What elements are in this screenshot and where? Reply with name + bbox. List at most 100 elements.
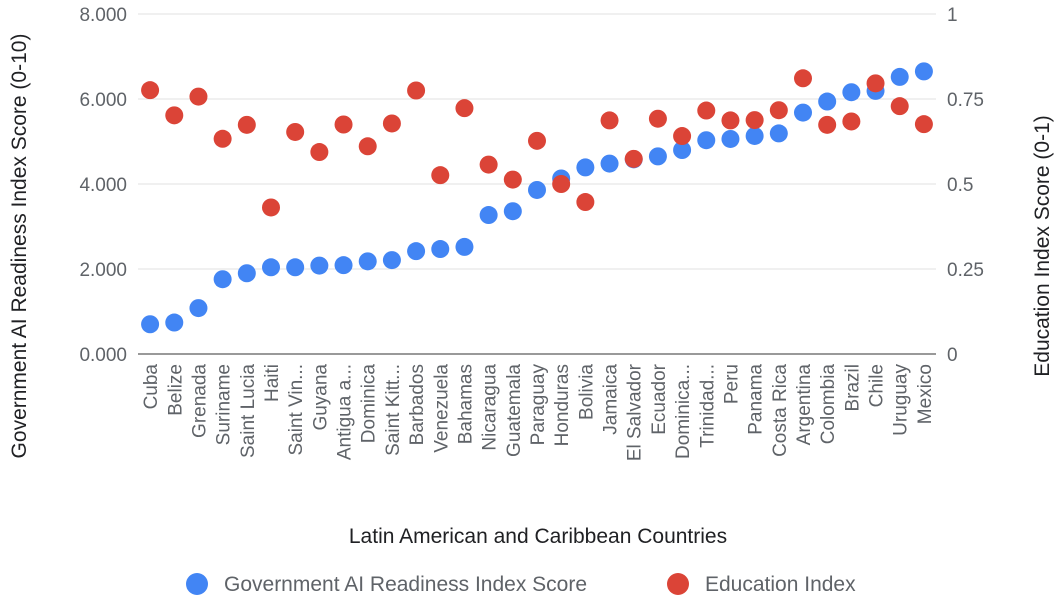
right-tick-label: 0.25 bbox=[947, 260, 984, 281]
ai-readiness-point bbox=[794, 103, 812, 122]
education-index-point bbox=[334, 115, 353, 134]
x-tick-label: Guatemala bbox=[504, 364, 525, 457]
ai-readiness-point bbox=[213, 270, 232, 289]
ai-readiness-point bbox=[818, 92, 837, 111]
x-tick-label: Cuba bbox=[141, 364, 162, 410]
x-tick-label: Ecuador bbox=[649, 363, 670, 434]
x-tick-label: Chile bbox=[867, 364, 888, 407]
legend-marker-ai-readiness bbox=[186, 573, 208, 595]
x-tick-label: Antigua a... bbox=[335, 364, 356, 460]
education-index-point bbox=[552, 175, 571, 193]
right-tick-label: 1 bbox=[947, 5, 958, 26]
x-tick-label: Grenada bbox=[189, 364, 210, 438]
x-tick-label: Mexico bbox=[915, 364, 936, 424]
education-index-point bbox=[213, 129, 232, 148]
education-index-point bbox=[697, 101, 716, 120]
x-tick-label: Haiti bbox=[262, 364, 283, 402]
ai-readiness-point bbox=[455, 237, 474, 256]
ai-readiness-point bbox=[479, 206, 498, 225]
education-index-point bbox=[262, 198, 280, 217]
right-axis-ticks: 0 0.25 0.5 0.75 1 bbox=[947, 5, 984, 366]
education-index-point bbox=[358, 137, 377, 156]
x-tick-label: Dominica bbox=[359, 364, 380, 444]
education-index-point bbox=[673, 127, 692, 146]
education-index-point bbox=[237, 115, 256, 134]
education-index-point bbox=[890, 97, 909, 116]
ai-readiness-point bbox=[673, 141, 692, 159]
education-index-point bbox=[431, 166, 450, 185]
ai-readiness-point bbox=[189, 299, 208, 318]
data-points bbox=[141, 62, 933, 334]
education-index-point bbox=[189, 87, 208, 106]
x-tick-label: Jamaica bbox=[601, 364, 622, 435]
x-tick-label: Barbados bbox=[407, 364, 428, 445]
ai-readiness-point bbox=[576, 158, 595, 177]
education-index-point bbox=[141, 81, 160, 100]
ai-readiness-point bbox=[745, 126, 764, 145]
education-index-point bbox=[721, 111, 740, 130]
y-axis-right-title: Education Index Score (0-1) bbox=[1031, 115, 1054, 376]
education-index-point bbox=[576, 193, 595, 212]
education-index-point bbox=[310, 143, 329, 162]
left-tick-label: 2.000 bbox=[79, 260, 127, 281]
x-tick-label: Venezuela bbox=[431, 364, 452, 453]
education-index-point bbox=[600, 111, 619, 130]
education-index-point bbox=[479, 155, 498, 174]
education-index-point bbox=[866, 74, 885, 93]
education-index-point bbox=[503, 170, 522, 189]
x-tick-label: Nicaragua bbox=[480, 364, 501, 451]
legend-label-education-index: Education Index bbox=[705, 573, 856, 596]
left-axis-ticks: 0.000 2.000 4.000 6.000 8.000 bbox=[79, 5, 127, 366]
ai-readiness-point bbox=[431, 240, 450, 259]
x-tick-label: Costa Rica bbox=[770, 364, 791, 457]
right-tick-label: 0.5 bbox=[947, 175, 973, 196]
right-tick-label: 0 bbox=[947, 345, 958, 366]
x-tick-label: Bolivia bbox=[576, 364, 597, 420]
ai-readiness-point bbox=[334, 256, 353, 275]
ai-readiness-point bbox=[407, 242, 426, 261]
left-tick-label: 4.000 bbox=[79, 175, 127, 196]
left-tick-label: 0.000 bbox=[79, 345, 127, 366]
x-axis-title: Latin American and Caribbean Countries bbox=[349, 525, 727, 548]
x-tick-label: Panama bbox=[746, 364, 767, 435]
x-tick-label: Saint Lucia bbox=[238, 364, 259, 458]
ai-readiness-point bbox=[503, 202, 522, 221]
education-index-point bbox=[794, 69, 812, 88]
ai-readiness-point bbox=[528, 180, 546, 199]
ai-readiness-point bbox=[165, 313, 184, 332]
ai-readiness-point bbox=[721, 129, 740, 148]
legend-label-ai-readiness: Government AI Readiness Index Score bbox=[224, 573, 587, 596]
ai-readiness-point bbox=[648, 147, 667, 166]
education-index-point bbox=[648, 109, 667, 128]
x-tick-label: Saint Vin... bbox=[286, 364, 307, 456]
x-tick-label: Peru bbox=[721, 364, 742, 404]
ai-readiness-point bbox=[237, 264, 256, 283]
education-index-point bbox=[382, 114, 401, 133]
education-index-point bbox=[818, 115, 837, 134]
ai-readiness-point bbox=[914, 62, 933, 81]
ai-readiness-point bbox=[382, 251, 401, 270]
ai-readiness-point bbox=[890, 67, 909, 86]
education-index-point bbox=[286, 122, 305, 141]
ai-readiness-point bbox=[842, 83, 861, 102]
ai-readiness-point bbox=[358, 252, 377, 271]
education-index-point bbox=[624, 149, 643, 168]
education-index-point bbox=[842, 112, 861, 131]
x-axis-ticks: Cuba Belize Grenada Suriname Saint Lucia Hait… bbox=[141, 363, 936, 461]
education-index-point bbox=[745, 111, 764, 130]
right-tick-label: 0.75 bbox=[947, 90, 984, 111]
x-tick-label: Paraguay bbox=[528, 364, 549, 446]
x-tick-label: Trinidad... bbox=[697, 364, 718, 448]
x-tick-label: Brazil bbox=[842, 364, 863, 412]
x-tick-label: Argentina bbox=[794, 364, 815, 446]
education-index-point bbox=[165, 106, 184, 125]
education-index-point bbox=[769, 101, 788, 120]
x-tick-label: El Salvador bbox=[625, 363, 646, 461]
education-index-point bbox=[455, 99, 474, 118]
ai-readiness-point bbox=[697, 131, 716, 150]
ai-readiness-point bbox=[262, 258, 280, 277]
left-tick-label: 6.000 bbox=[79, 90, 127, 111]
x-tick-label: Guyana bbox=[310, 364, 331, 431]
ai-readiness-point bbox=[769, 124, 788, 143]
